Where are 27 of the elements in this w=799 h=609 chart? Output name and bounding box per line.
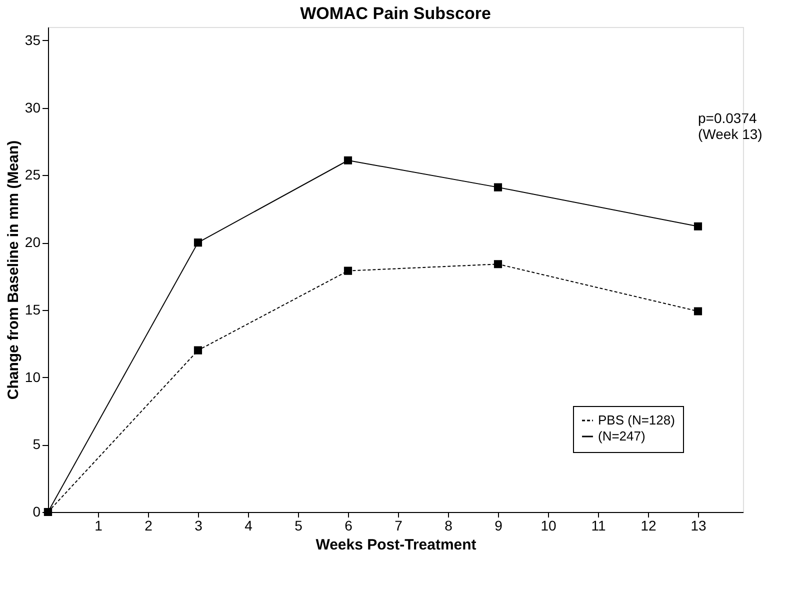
y-tick-label: 15 xyxy=(24,301,41,318)
chart-title: WOMAC Pain Subscore xyxy=(300,4,491,23)
x-tick-label: 6 xyxy=(344,518,353,534)
x-tick-label: 7 xyxy=(394,518,403,534)
x-tick-label: 4 xyxy=(244,518,253,534)
annotation: p=0.0374 (Week 13) xyxy=(698,110,762,142)
x-tick-label: 10 xyxy=(540,518,556,534)
x-tick-label: 11 xyxy=(591,518,606,534)
y-axis-title: Change from Baseline in mm (Mean) xyxy=(4,140,22,400)
y-tick-label: 25 xyxy=(24,166,41,183)
x-tick-label: 3 xyxy=(194,518,203,534)
x-tick-label: 13 xyxy=(690,518,706,534)
y-tick-label: 5 xyxy=(32,436,41,452)
x-axis-title: Weeks Post-Treatment xyxy=(316,536,476,554)
x-tick-label: 1 xyxy=(94,518,103,534)
y-tick-label: 10 xyxy=(24,368,41,385)
x-tick-label: 8 xyxy=(444,518,453,534)
x-tick-label: 5 xyxy=(294,518,303,534)
x-tick-label: 9 xyxy=(494,518,503,534)
y-tick-label: 35 xyxy=(24,32,41,48)
y-tick-label: 30 xyxy=(24,99,41,116)
legend-label: PBS (N=128) xyxy=(598,412,675,428)
y-tick-label: 20 xyxy=(24,234,41,250)
legend-label: (N=247) xyxy=(598,428,646,444)
x-tick-label: 2 xyxy=(144,518,153,534)
x-tick-label: 12 xyxy=(640,518,656,534)
y-tick-label: 0 xyxy=(32,504,41,520)
